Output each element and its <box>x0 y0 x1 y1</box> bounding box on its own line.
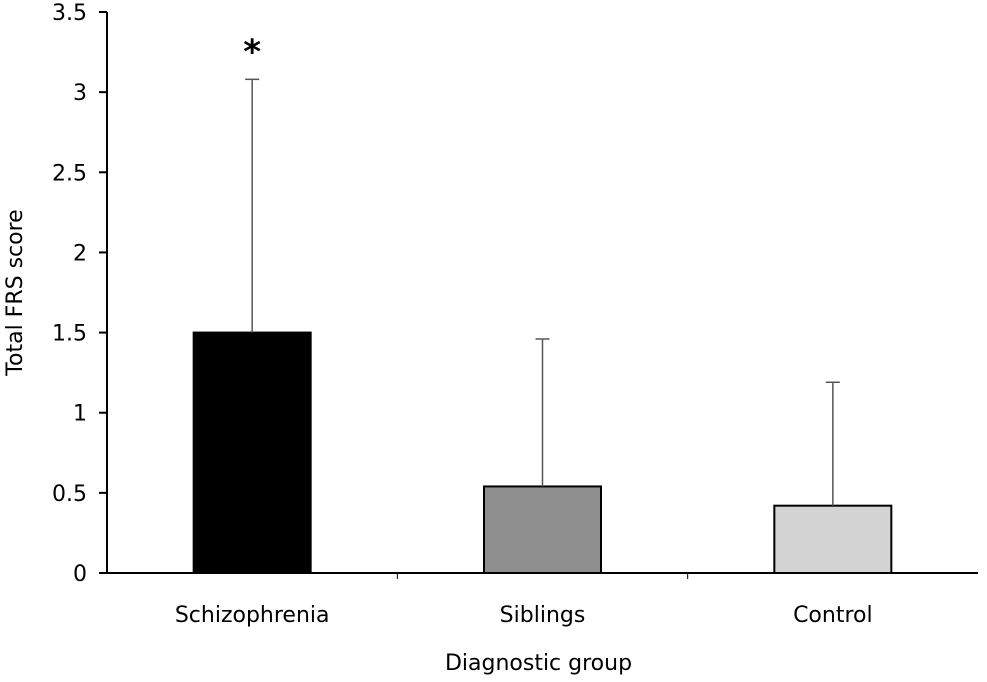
y-tick-label: 0.5 <box>52 482 87 507</box>
category-label-schizophrenia: Schizophrenia <box>175 603 330 628</box>
bar-schizophrenia <box>192 331 312 575</box>
category-labels: Schizophrenia Siblings Control <box>175 603 873 628</box>
y-tick-label: 3 <box>73 81 87 106</box>
bar-siblings <box>483 485 602 574</box>
category-label-control: Control <box>793 603 873 628</box>
bar-control <box>773 504 893 574</box>
error-bars <box>245 78 840 506</box>
y-tick-label: 0 <box>73 562 87 587</box>
y-tick-label: 1 <box>73 402 87 427</box>
annotations: * <box>243 32 261 72</box>
category-label-siblings: Siblings <box>500 603 586 628</box>
y-tick-label: 2.5 <box>52 161 87 186</box>
y-tick-label: 2 <box>73 241 87 266</box>
bars <box>192 331 893 575</box>
y-axis-title: Total FRS score <box>3 209 28 376</box>
y-tick-label: 3.5 <box>52 1 87 26</box>
y-tick-label: 1.5 <box>52 322 87 347</box>
x-axis-title: Diagnostic group <box>445 651 632 676</box>
significance-marker: * <box>243 32 261 72</box>
y-axis-ticks: 0 0.5 1 1.5 2 2.5 3 3.5 <box>52 1 689 587</box>
